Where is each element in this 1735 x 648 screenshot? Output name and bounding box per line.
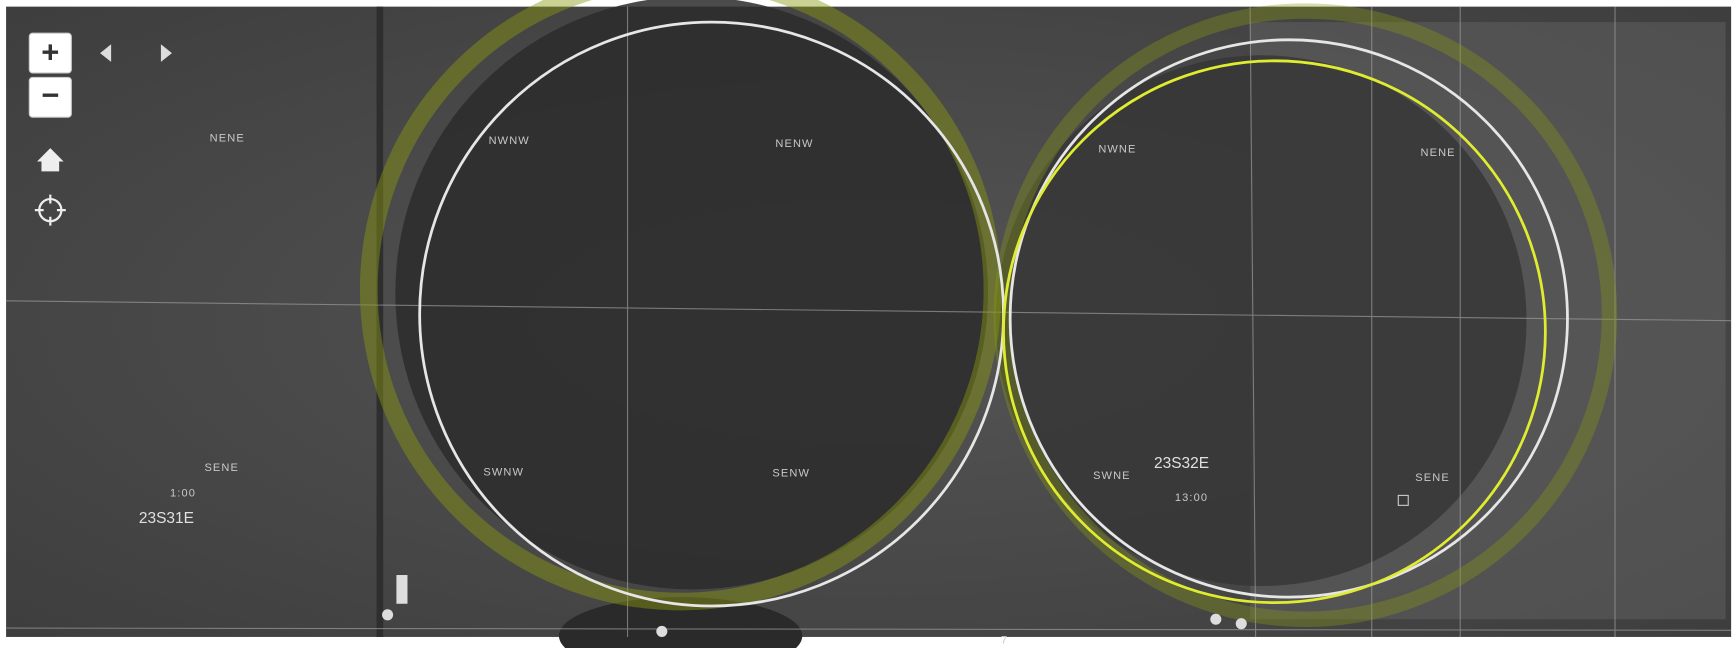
markers — [382, 494, 1409, 637]
map-label: NWNW — [489, 135, 530, 147]
fields — [395, 0, 1527, 648]
map-label: SENE — [1415, 472, 1450, 484]
home-button[interactable] — [37, 148, 64, 172]
road — [376, 6, 384, 637]
boundaries — [360, 0, 1618, 627]
point — [656, 625, 668, 637]
halo — [360, 0, 1002, 611]
zoom-in-button[interactable] — [28, 32, 72, 74]
map-label: 1:00 — [170, 488, 196, 500]
field-dark — [395, 0, 988, 590]
map-label: SWNW — [483, 466, 524, 478]
map-label: SENE — [204, 462, 239, 474]
map-label: SWNE — [1093, 470, 1131, 482]
grid-lines — [6, 6, 1732, 637]
point — [382, 609, 394, 621]
boundary-yellow — [1002, 59, 1547, 605]
point — [1397, 494, 1409, 506]
boundary-white — [1008, 38, 1569, 599]
zoom-out-label[interactable]: − — [41, 77, 59, 112]
controls: + − — [28, 32, 172, 226]
locate-icon — [34, 194, 66, 226]
zoom-out-button[interactable] — [28, 76, 72, 118]
zoom-in-label[interactable]: + — [41, 34, 59, 69]
map-label: NENW — [775, 138, 813, 150]
scale-label: 7 — [1001, 635, 1008, 647]
map-label: NENE — [210, 133, 245, 145]
township-label: 23S31E — [139, 510, 194, 527]
labels: NENE NWNW NENW NWNE NENE SENE SWNW SENW … — [139, 133, 1456, 647]
map-label: NWNE — [1098, 144, 1136, 156]
field-dark — [559, 597, 803, 648]
map-label: NENE — [1421, 147, 1456, 159]
back-button[interactable] — [100, 44, 112, 62]
map-label: 13:00 — [1175, 492, 1208, 504]
halo — [993, 3, 1618, 627]
map-label: SENW — [772, 468, 810, 480]
forward-button[interactable] — [160, 44, 172, 62]
township-label: 23S32E — [1154, 455, 1209, 472]
point — [1210, 613, 1222, 625]
point — [1235, 618, 1247, 630]
structure — [396, 575, 408, 604]
field-dark — [995, 55, 1527, 587]
